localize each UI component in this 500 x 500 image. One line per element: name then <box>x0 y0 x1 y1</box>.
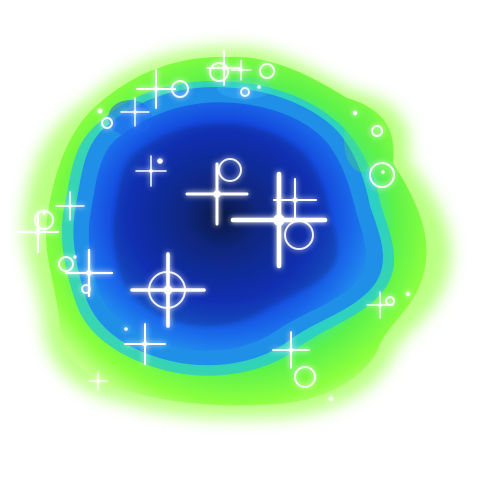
dot-sparkle-icon <box>328 396 334 402</box>
star-sparkle-icon <box>17 211 59 253</box>
star-sparkle-icon <box>124 323 166 365</box>
star-sparkle-icon <box>230 59 252 81</box>
dot-sparkle-icon <box>157 158 163 164</box>
dot-sparkle-icon <box>97 108 103 114</box>
star-sparkle-icon <box>135 155 167 187</box>
dot-sparkle-icon <box>42 211 46 215</box>
star-sparkle-icon <box>185 162 249 226</box>
ring-sparkle-icon <box>369 162 395 188</box>
dot-sparkle-icon <box>257 85 261 89</box>
star-sparkle-icon <box>55 191 85 221</box>
ring-sparkle-icon <box>294 366 316 388</box>
ring-sparkle-icon <box>371 125 383 137</box>
star-sparkle-icon <box>120 97 150 127</box>
ring-sparkle-icon <box>101 117 113 129</box>
portal-highlights <box>108 77 380 172</box>
dot-sparkle-icon <box>73 255 77 259</box>
ring-sparkle-icon <box>218 158 242 182</box>
dot-sparkle-icon <box>124 327 128 331</box>
ring-sparkle-icon <box>81 284 91 294</box>
dot-sparkle-icon <box>405 291 411 297</box>
ring-sparkle-icon <box>209 62 229 82</box>
ring-sparkle-icon <box>385 296 395 306</box>
ring-sparkle-icon <box>148 271 186 309</box>
ring-sparkle-icon <box>259 63 275 79</box>
sparkle-layer <box>17 50 411 402</box>
ring-sparkle-icon <box>240 87 250 97</box>
ring-sparkle-icon <box>34 210 54 230</box>
star-sparkle-icon <box>230 171 328 269</box>
star-sparkle-icon <box>88 371 108 391</box>
star-sparkle-icon <box>136 69 176 109</box>
star-sparkle-icon <box>272 177 318 223</box>
star-sparkle-icon <box>130 252 206 328</box>
dot-sparkle-icon <box>352 110 358 116</box>
star-sparkle-icon <box>272 331 310 369</box>
ring-sparkle-icon <box>284 220 314 250</box>
ring-sparkle-icon <box>58 256 74 272</box>
ring-sparkle-icon <box>171 80 189 98</box>
dot-sparkle-icon <box>381 170 385 174</box>
